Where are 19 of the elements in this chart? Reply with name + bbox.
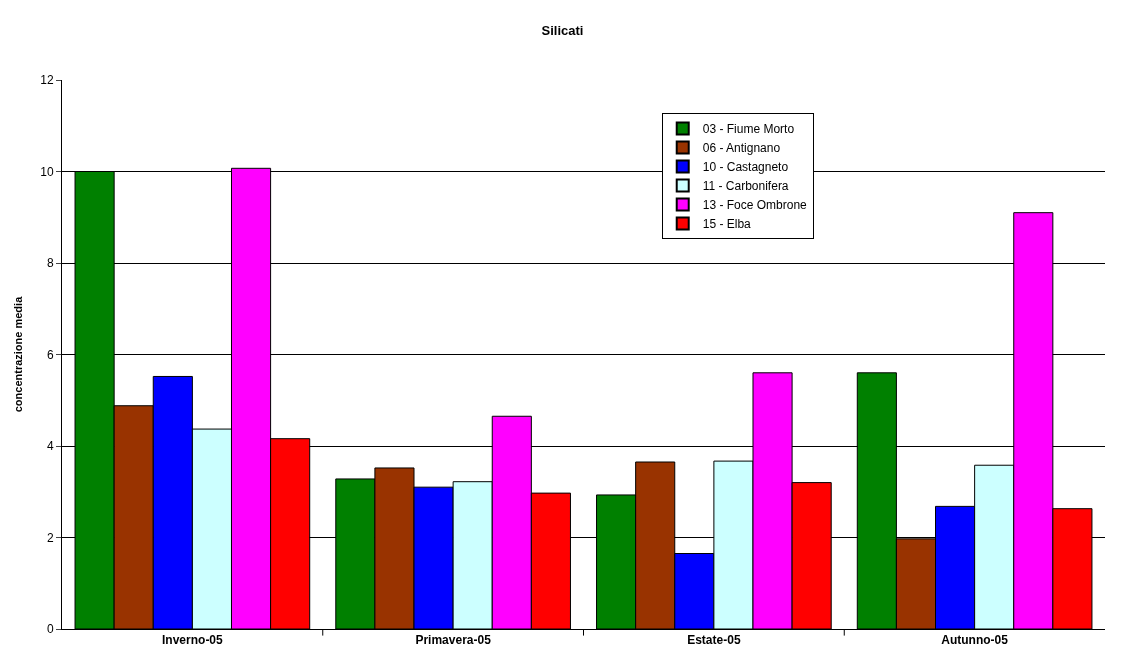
y-tick-label: 12 [40,73,54,88]
y-tick-label: 0 [46,622,54,637]
y-tick-label: 10 [40,164,54,179]
y-tick-label: 4 [46,439,54,454]
chart-title: Silicati [541,23,584,39]
x-tick-label: Estate-05 [687,633,741,648]
legend-label: 03 - Fiume Morto [702,122,795,137]
legend-label: 06 - Antignano [702,141,781,156]
y-axis-title: concentrazione media [11,295,24,413]
y-tick-label: 6 [46,347,54,362]
y-tick-label: 2 [46,530,54,545]
x-tick-label: Autunno-05 [941,633,1009,648]
legend-label: 11 - Carbonifera [702,179,789,194]
legend-label: 13 - Foce Ombrone [702,198,808,213]
x-tick-label: Primavera-05 [415,633,492,648]
legend-label: 10 - Castagneto [702,160,789,175]
x-tick-label: Inverno-05 [162,633,224,648]
y-tick-label: 8 [46,256,54,271]
legend-label: 15 - Elba [702,217,752,232]
